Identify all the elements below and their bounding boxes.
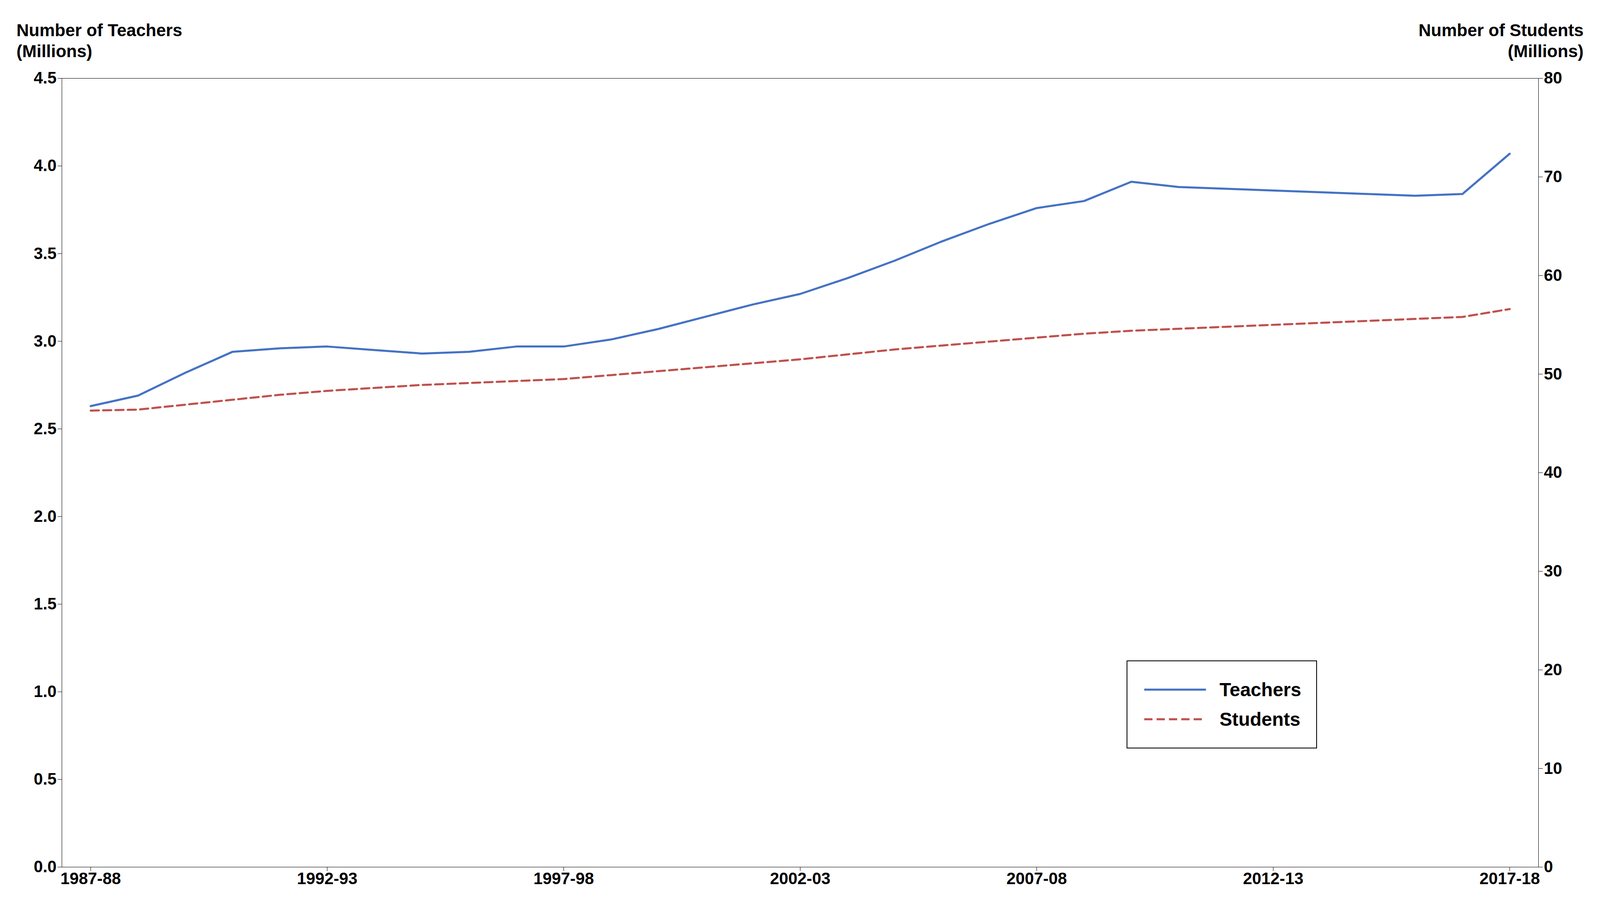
svg-text:4.0: 4.0 xyxy=(33,156,57,175)
svg-text:2012-13: 2012-13 xyxy=(1242,869,1304,888)
svg-text:2.0: 2.0 xyxy=(33,507,57,526)
svg-text:0: 0 xyxy=(1544,857,1554,876)
svg-text:2.5: 2.5 xyxy=(33,419,57,438)
svg-text:2017-18: 2017-18 xyxy=(1479,869,1540,888)
svg-text:1997-98: 1997-98 xyxy=(533,869,594,888)
svg-text:20: 20 xyxy=(1544,660,1563,679)
html-text:Teachers: Teachers xyxy=(1219,679,1302,701)
svg-text:3.0: 3.0 xyxy=(33,331,57,351)
svg-text:40: 40 xyxy=(1544,463,1563,482)
svg-text:4.5: 4.5 xyxy=(33,68,57,87)
svg-text:50: 50 xyxy=(1544,364,1563,383)
svg-text:70: 70 xyxy=(1544,167,1563,186)
svg-text:0.0: 0.0 xyxy=(33,857,57,876)
html-text:Students: Students xyxy=(1219,708,1301,731)
svg-text:0.5: 0.5 xyxy=(33,769,57,789)
svg-text:60: 60 xyxy=(1544,266,1563,285)
svg-text:3.5: 3.5 xyxy=(33,244,57,263)
html-text:Number of Students (Millions): Number of Students (Millions) xyxy=(1418,20,1584,61)
svg-text:2007-08: 2007-08 xyxy=(1006,869,1067,888)
html-text:Number of Teachers (Millions): Number of Teachers (Millions) xyxy=(16,20,183,61)
svg-text:30: 30 xyxy=(1544,561,1563,580)
svg-text:1987-88: 1987-88 xyxy=(60,869,121,888)
svg-text:1992-93: 1992-93 xyxy=(296,869,358,888)
svg-text:2002-03: 2002-03 xyxy=(769,869,831,888)
svg-text:1.0: 1.0 xyxy=(33,682,57,701)
svg-text:1.5: 1.5 xyxy=(33,594,57,613)
svg-text:80: 80 xyxy=(1544,68,1563,87)
svg-text:10: 10 xyxy=(1544,759,1563,778)
